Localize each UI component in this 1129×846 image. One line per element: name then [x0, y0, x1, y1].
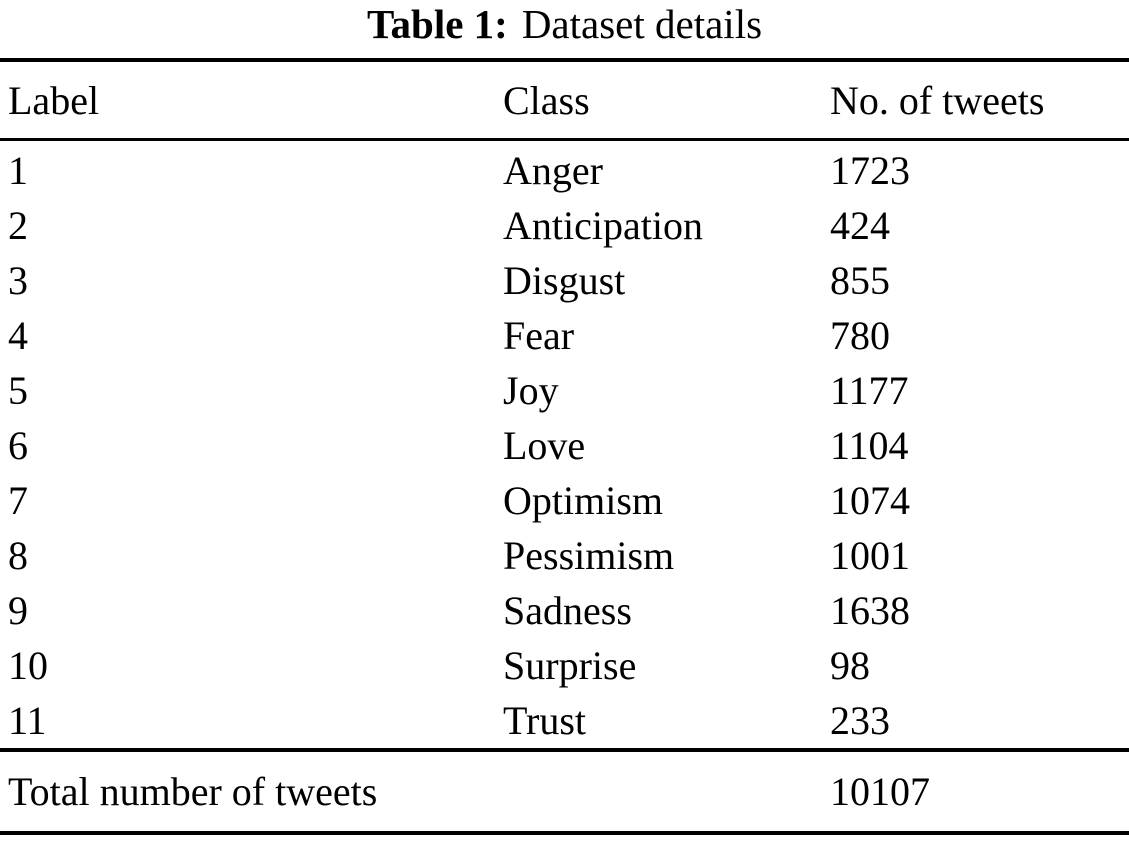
- column-header-class: Class: [503, 77, 590, 123]
- table-row: 5 Joy 1177: [0, 363, 1129, 418]
- total-label: Total number of tweets: [8, 769, 378, 814]
- table-cell-label: 8: [8, 533, 28, 578]
- table-row: 2 Anticipation 424: [0, 198, 1129, 253]
- table-cell-tweets: 1723: [830, 148, 910, 193]
- table-cell-class: Pessimism: [503, 533, 675, 578]
- table-cell-label: 7: [8, 478, 28, 523]
- table-row: 10 Surprise 98: [0, 638, 1129, 693]
- table-header-row: Label Class No. of tweets: [0, 62, 1129, 138]
- table-cell-class: Sadness: [503, 588, 632, 633]
- header-rule: [0, 138, 1129, 141]
- table-cell-class: Joy: [503, 368, 559, 413]
- table-row: 1 Anger 1723: [0, 143, 1129, 198]
- table-cell-label: 11: [8, 698, 47, 743]
- bottom-rule: [0, 831, 1129, 835]
- table-cell-tweets: 855: [830, 258, 890, 303]
- table-cell-label: 10: [8, 643, 48, 688]
- table-cell-label: 3: [8, 258, 28, 303]
- table-row: 7 Optimism 1074: [0, 473, 1129, 528]
- table-cell-tweets: 1074: [830, 478, 910, 523]
- table-cell-class: Fear: [503, 313, 575, 358]
- table-row: 8 Pessimism 1001: [0, 528, 1129, 583]
- table-row: 9 Sadness 1638: [0, 583, 1129, 638]
- table-cell-tweets: 1177: [830, 368, 909, 413]
- column-header-label: Label: [8, 77, 100, 123]
- table-cell-label: 6: [8, 423, 28, 468]
- table-cell-tweets: 1638: [830, 588, 910, 633]
- table-cell-tweets: 98: [830, 643, 870, 688]
- table-cell-tweets: 1001: [830, 533, 910, 578]
- table-row: 11 Trust 233: [0, 693, 1129, 748]
- table-cell-label: 4: [8, 313, 28, 358]
- table-number-label: Table 1:: [366, 1, 508, 47]
- table-cell-tweets: 424: [830, 203, 890, 248]
- table-cell-tweets: 1104: [830, 423, 909, 468]
- pre-total-rule: [0, 748, 1129, 752]
- table-caption-text: Dataset details: [521, 1, 763, 47]
- table-cell-class: Love: [503, 423, 586, 468]
- table-caption: Table 1: Dataset details: [0, 0, 1129, 58]
- table-cell-class: Surprise: [503, 643, 637, 688]
- total-row: Total number of tweets 10107: [0, 752, 1129, 831]
- table-cell-class: Trust: [503, 698, 587, 743]
- table-cell-label: 5: [8, 368, 28, 413]
- table-cell-label: 2: [8, 203, 28, 248]
- top-rule: [0, 58, 1129, 62]
- table-row: 6 Love 1104: [0, 418, 1129, 473]
- table-row: 4 Fear 780: [0, 308, 1129, 363]
- column-header-tweets: No. of tweets: [830, 77, 1045, 123]
- table-row: 3 Disgust 855: [0, 253, 1129, 308]
- total-value: 10107: [830, 769, 930, 814]
- table-cell-class: Optimism: [503, 478, 664, 523]
- table-body: 1 Anger 1723 2 Anticipation 424 3 Disgust 855 4 Fe…: [0, 141, 1129, 748]
- table-cell-class: Anticipation: [503, 203, 703, 248]
- table-cell-class: Disgust: [503, 258, 626, 303]
- table-cell-label: 9: [8, 588, 28, 633]
- table-cell-tweets: 233: [830, 698, 890, 743]
- table-cell-tweets: 780: [830, 313, 890, 358]
- table-cell-label: 1: [8, 148, 28, 193]
- table-cell-class: Anger: [503, 148, 603, 193]
